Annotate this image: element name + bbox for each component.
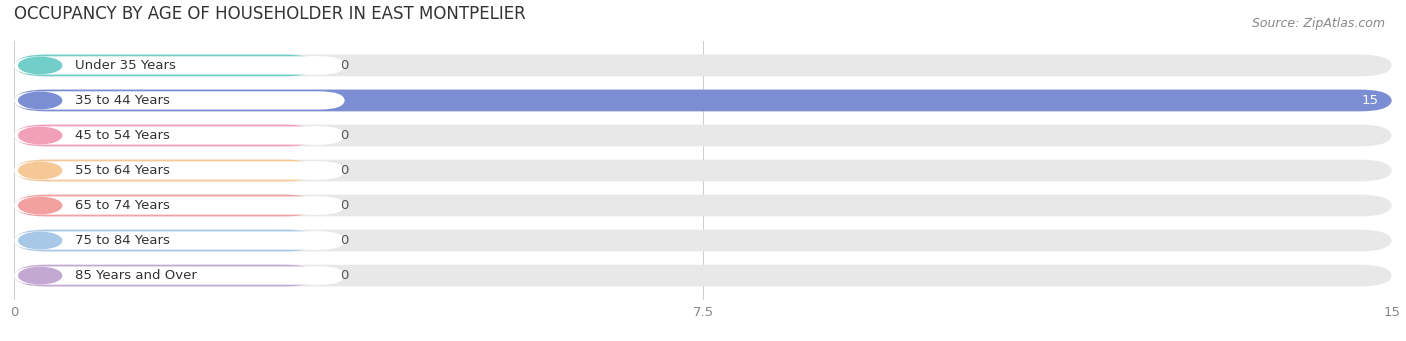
FancyBboxPatch shape xyxy=(14,266,344,285)
Text: 55 to 64 Years: 55 to 64 Years xyxy=(76,164,170,177)
Circle shape xyxy=(18,127,62,144)
FancyBboxPatch shape xyxy=(14,55,1392,76)
FancyBboxPatch shape xyxy=(14,230,1392,251)
FancyBboxPatch shape xyxy=(14,56,344,75)
Text: 0: 0 xyxy=(340,199,349,212)
FancyBboxPatch shape xyxy=(14,232,344,250)
FancyBboxPatch shape xyxy=(14,232,344,250)
Text: 75 to 84 Years: 75 to 84 Years xyxy=(76,234,170,247)
Text: 15: 15 xyxy=(1361,94,1378,107)
Text: 85 Years and Over: 85 Years and Over xyxy=(76,269,197,282)
FancyBboxPatch shape xyxy=(14,124,318,146)
FancyBboxPatch shape xyxy=(14,265,1392,286)
FancyBboxPatch shape xyxy=(14,160,318,181)
FancyBboxPatch shape xyxy=(14,196,344,214)
Text: OCCUPANCY BY AGE OF HOUSEHOLDER IN EAST MONTPELIER: OCCUPANCY BY AGE OF HOUSEHOLDER IN EAST … xyxy=(14,5,526,23)
FancyBboxPatch shape xyxy=(14,90,1392,111)
Text: 35 to 44 Years: 35 to 44 Years xyxy=(76,94,170,107)
Text: 0: 0 xyxy=(340,129,349,142)
FancyBboxPatch shape xyxy=(14,91,344,109)
FancyBboxPatch shape xyxy=(14,55,318,76)
FancyBboxPatch shape xyxy=(14,196,344,214)
Circle shape xyxy=(18,267,62,284)
FancyBboxPatch shape xyxy=(14,56,344,75)
FancyBboxPatch shape xyxy=(14,161,344,180)
Text: Source: ZipAtlas.com: Source: ZipAtlas.com xyxy=(1251,17,1385,30)
FancyBboxPatch shape xyxy=(14,127,344,145)
Text: 0: 0 xyxy=(340,59,349,72)
Circle shape xyxy=(18,92,62,109)
Circle shape xyxy=(18,197,62,214)
Text: 0: 0 xyxy=(340,269,349,282)
Circle shape xyxy=(18,162,62,179)
FancyBboxPatch shape xyxy=(14,91,344,109)
Circle shape xyxy=(18,57,62,74)
FancyBboxPatch shape xyxy=(14,266,344,285)
Text: 0: 0 xyxy=(340,234,349,247)
FancyBboxPatch shape xyxy=(14,127,344,145)
FancyBboxPatch shape xyxy=(14,195,318,217)
Text: 45 to 54 Years: 45 to 54 Years xyxy=(76,129,170,142)
FancyBboxPatch shape xyxy=(14,161,344,180)
FancyBboxPatch shape xyxy=(14,195,1392,217)
Text: 65 to 74 Years: 65 to 74 Years xyxy=(76,199,170,212)
FancyBboxPatch shape xyxy=(14,90,1392,111)
Text: Under 35 Years: Under 35 Years xyxy=(76,59,176,72)
FancyBboxPatch shape xyxy=(14,230,318,251)
FancyBboxPatch shape xyxy=(14,265,318,286)
Circle shape xyxy=(18,232,62,249)
Text: 0: 0 xyxy=(340,164,349,177)
FancyBboxPatch shape xyxy=(14,124,1392,146)
FancyBboxPatch shape xyxy=(14,160,1392,181)
